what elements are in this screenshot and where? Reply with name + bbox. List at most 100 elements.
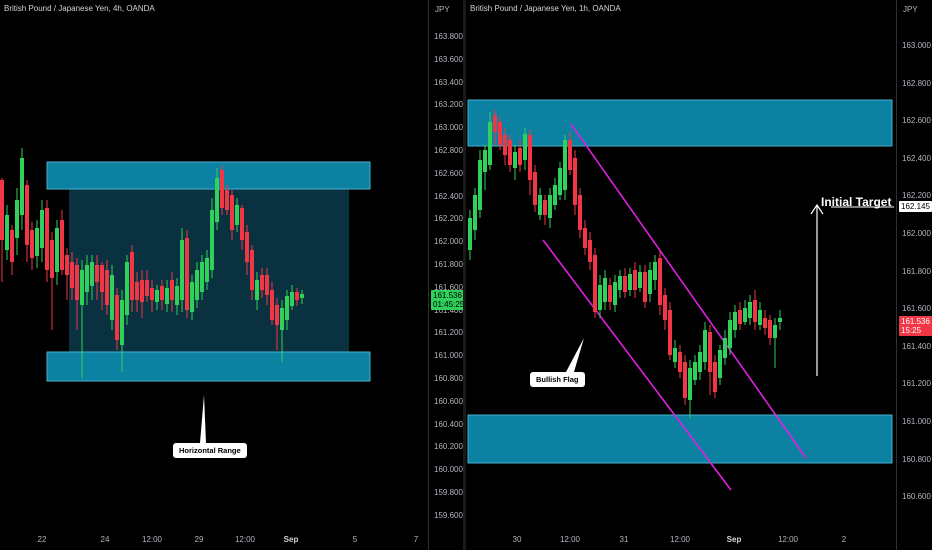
right-y-tick: 162.600 bbox=[902, 116, 931, 126]
right-candle bbox=[738, 302, 742, 330]
left-x-tick: 12:00 bbox=[234, 535, 256, 544]
callout-pointer bbox=[200, 395, 206, 443]
left-candle bbox=[60, 210, 64, 275]
right-candle bbox=[743, 300, 747, 325]
left-candle bbox=[80, 260, 84, 378]
right-y-tick: 160.600 bbox=[902, 492, 931, 502]
left-candle bbox=[280, 300, 284, 362]
left-candle bbox=[245, 225, 249, 275]
left-y-tick: 161.600 bbox=[434, 282, 463, 292]
right-candle bbox=[688, 360, 692, 418]
right-candle bbox=[673, 340, 677, 368]
left-candle bbox=[235, 198, 239, 232]
left-candle bbox=[260, 268, 264, 298]
left-candle bbox=[175, 278, 179, 315]
right-y-tick: 160.800 bbox=[902, 454, 931, 464]
right-y-tick: 161.800 bbox=[902, 266, 931, 276]
left-y-tick: 161.400 bbox=[434, 305, 463, 315]
right-candle bbox=[773, 318, 777, 368]
left-candle bbox=[115, 288, 119, 350]
right-countdown: 15:25 bbox=[901, 326, 922, 335]
right-candle bbox=[573, 150, 577, 215]
right-candle bbox=[623, 268, 627, 298]
left-candle bbox=[185, 230, 189, 318]
right-candle bbox=[733, 305, 737, 338]
left-candle bbox=[65, 248, 69, 300]
right-candle bbox=[663, 288, 667, 330]
left-countdown: 01:45:25 bbox=[433, 300, 465, 309]
left-x-tick: 7 bbox=[413, 535, 419, 544]
right-x-tick: 12:00 bbox=[777, 535, 799, 544]
left-candle bbox=[210, 198, 214, 278]
right-candle bbox=[723, 330, 727, 365]
left-candle bbox=[130, 245, 134, 312]
left-y-tick: 162.800 bbox=[434, 146, 463, 155]
right-candle bbox=[563, 135, 567, 200]
right-price-axis[interactable]: JPY 163.000 162.800 162.600 162.400 162.200 1… bbox=[896, 0, 932, 550]
flag-lower-line bbox=[542, 239, 732, 491]
left-y-tick: 159.800 bbox=[434, 488, 463, 497]
right-x-tick: 31 bbox=[619, 535, 629, 544]
right-axis-unit: JPY bbox=[903, 5, 918, 14]
right-current-price: 161.536 bbox=[901, 317, 930, 326]
left-y-tick: 162.600 bbox=[434, 168, 463, 178]
left-price-axis[interactable]: JPY 163.800 163.600 163.400 163.200 163.000 1… bbox=[428, 0, 467, 550]
left-candle bbox=[295, 288, 299, 306]
flag-upper-line bbox=[570, 123, 807, 459]
support-zone bbox=[46, 351, 371, 382]
left-candle bbox=[45, 200, 49, 282]
right-candle bbox=[538, 188, 542, 220]
right-candle bbox=[628, 268, 632, 296]
right-chart-panel[interactable]: British Pound / Japanese Yen, 1h, OANDA … bbox=[466, 0, 932, 550]
right-candle bbox=[653, 255, 657, 290]
right-candle bbox=[518, 140, 522, 172]
right-candle bbox=[533, 165, 537, 212]
left-candle bbox=[200, 255, 204, 300]
right-candle bbox=[643, 265, 647, 308]
right-candle bbox=[558, 162, 562, 200]
left-candle bbox=[240, 205, 244, 250]
left-chart-canvas[interactable] bbox=[0, 0, 428, 550]
right-candle bbox=[568, 132, 572, 175]
left-x-tick: 24 bbox=[100, 535, 110, 544]
left-chart-title: British Pound / Japanese Yen, 4h, OANDA bbox=[4, 4, 155, 13]
left-candle bbox=[70, 252, 74, 300]
right-candle bbox=[613, 275, 617, 312]
left-candle bbox=[140, 270, 144, 318]
left-candle bbox=[300, 290, 304, 304]
left-candle bbox=[230, 190, 234, 240]
left-candle bbox=[165, 280, 169, 312]
right-candle bbox=[598, 275, 602, 318]
left-candle bbox=[205, 250, 209, 290]
left-candle bbox=[20, 148, 24, 230]
left-y-tick: 160.600 bbox=[434, 396, 463, 406]
left-y-tick: 162.400 bbox=[434, 191, 463, 201]
right-x-tick: Sep bbox=[726, 535, 742, 544]
left-candle bbox=[120, 290, 124, 372]
left-candle bbox=[25, 180, 29, 262]
left-candle bbox=[290, 285, 294, 310]
left-y-tick: 161.800 bbox=[434, 260, 463, 269]
left-candle bbox=[220, 165, 224, 215]
right-chart-canvas[interactable] bbox=[466, 0, 896, 550]
left-candle bbox=[270, 282, 274, 325]
right-candle bbox=[483, 145, 487, 190]
right-candle bbox=[578, 188, 582, 238]
right-candle bbox=[668, 302, 672, 360]
left-chart-panel[interactable]: British Pound / Japanese Yen, 4h, OANDA … bbox=[0, 0, 467, 550]
right-candle bbox=[748, 295, 752, 325]
right-candle bbox=[648, 262, 652, 302]
left-x-tick: 5 bbox=[352, 535, 358, 544]
right-y-tick: 161.000 bbox=[902, 417, 931, 426]
right-candle bbox=[633, 262, 637, 298]
right-candle bbox=[658, 250, 662, 315]
left-y-tick: 163.600 bbox=[434, 54, 463, 64]
left-candle bbox=[35, 220, 39, 268]
right-candle bbox=[523, 128, 527, 170]
right-candle bbox=[498, 118, 502, 150]
right-x-tick: 2 bbox=[841, 535, 847, 544]
right-candle bbox=[478, 150, 482, 218]
right-candle bbox=[468, 210, 472, 260]
left-candle bbox=[85, 255, 89, 305]
left-y-tick: 163.000 bbox=[434, 123, 463, 133]
